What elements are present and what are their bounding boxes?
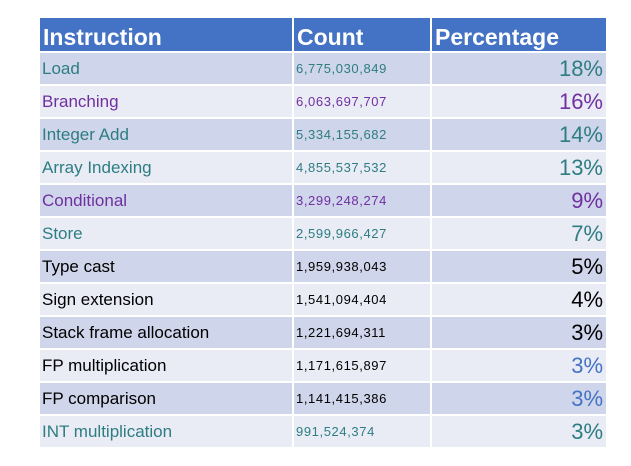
table-body: Load 6,775,030,849 18% Branching 6,063,6…: [40, 53, 606, 447]
instruction-name: Array Indexing: [40, 152, 292, 183]
table-row: Type cast 1,959,938,043 5%: [40, 251, 606, 282]
instruction-count: 3,299,248,274: [294, 185, 430, 216]
instruction-name: Branching: [40, 86, 292, 117]
instruction-count: 1,141,415,386: [294, 383, 430, 414]
instruction-count: 5,334,155,682: [294, 119, 430, 150]
table-row: INT multiplication 991,524,374 3%: [40, 416, 606, 447]
table-row: Store 2,599,966,427 7%: [40, 218, 606, 249]
instruction-count: 1,541,094,404: [294, 284, 430, 315]
instruction-percentage: 18%: [432, 53, 606, 84]
table-row: Integer Add 5,334,155,682 14%: [40, 119, 606, 150]
table-row: Load 6,775,030,849 18%: [40, 53, 606, 84]
header-row: Instruction Count Percentage: [40, 18, 606, 51]
instruction-name: INT multiplication: [40, 416, 292, 447]
instruction-name: Load: [40, 53, 292, 84]
instruction-name: Integer Add: [40, 119, 292, 150]
instruction-percentage: 4%: [432, 284, 606, 315]
instruction-count: 991,524,374: [294, 416, 430, 447]
header-instruction: Instruction: [40, 18, 292, 51]
table-row: Sign extension 1,541,094,404 4%: [40, 284, 606, 315]
instruction-percentage: 14%: [432, 119, 606, 150]
header-count: Count: [294, 18, 430, 51]
instruction-percentage: 3%: [432, 350, 606, 381]
instruction-percentage: 3%: [432, 416, 606, 447]
instruction-percentage: 3%: [432, 383, 606, 414]
table-row: Branching 6,063,697,707 16%: [40, 86, 606, 117]
table-header: Instruction Count Percentage: [40, 18, 606, 51]
instruction-percentage: 3%: [432, 317, 606, 348]
instruction-name: FP multiplication: [40, 350, 292, 381]
instruction-name: Stack frame allocation: [40, 317, 292, 348]
instruction-percentage: 7%: [432, 218, 606, 249]
instruction-count-table: Instruction Count Percentage Load 6,775,…: [38, 16, 608, 449]
instruction-name: Sign extension: [40, 284, 292, 315]
instruction-percentage: 13%: [432, 152, 606, 183]
instruction-table-container: Instruction Count Percentage Load 6,775,…: [38, 16, 606, 449]
instruction-name: Store: [40, 218, 292, 249]
instruction-name: FP comparison: [40, 383, 292, 414]
instruction-count: 1,221,694,311: [294, 317, 430, 348]
instruction-name: Type cast: [40, 251, 292, 282]
table-row: Array Indexing 4,855,537,532 13%: [40, 152, 606, 183]
instruction-percentage: 9%: [432, 185, 606, 216]
instruction-percentage: 16%: [432, 86, 606, 117]
instruction-percentage: 5%: [432, 251, 606, 282]
instruction-count: 1,171,615,897: [294, 350, 430, 381]
header-percentage: Percentage: [432, 18, 606, 51]
instruction-count: 4,855,537,532: [294, 152, 430, 183]
instruction-count: 2,599,966,427: [294, 218, 430, 249]
table-row: FP comparison 1,141,415,386 3%: [40, 383, 606, 414]
table-row: Stack frame allocation 1,221,694,311 3%: [40, 317, 606, 348]
instruction-name: Conditional: [40, 185, 292, 216]
instruction-count: 1,959,938,043: [294, 251, 430, 282]
instruction-count: 6,063,697,707: [294, 86, 430, 117]
table-row: FP multiplication 1,171,615,897 3%: [40, 350, 606, 381]
table-row: Conditional 3,299,248,274 9%: [40, 185, 606, 216]
instruction-count: 6,775,030,849: [294, 53, 430, 84]
